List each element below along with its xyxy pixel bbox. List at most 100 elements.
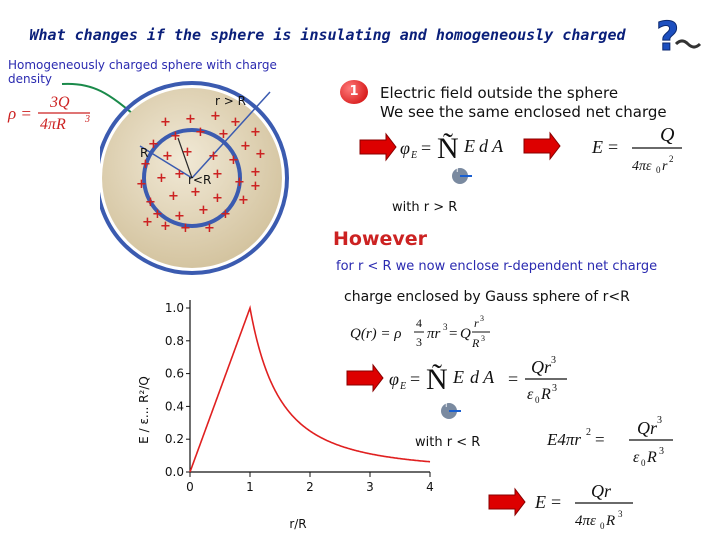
- chart-x-tick-label: 1: [246, 480, 254, 494]
- svg-text:R: R: [646, 449, 657, 466]
- plus-charge-icon: +: [170, 129, 181, 144]
- plus-charge-icon: +: [198, 203, 209, 218]
- svg-text:3: 3: [552, 383, 557, 394]
- label-r-less-R: r<R: [188, 173, 211, 187]
- svg-text:E4πr: E4πr: [546, 430, 581, 449]
- svg-text:φ: φ: [389, 369, 399, 389]
- svg-text:Q: Q: [460, 326, 471, 342]
- plus-charge-icon: +: [190, 185, 201, 200]
- svg-text:=: =: [421, 138, 431, 158]
- svg-text:R: R: [605, 513, 615, 529]
- svg-text:Q: Q: [660, 124, 675, 146]
- svg-text:Qr: Qr: [531, 357, 552, 377]
- sphere-description: Homogeneously charged sphere with charge…: [8, 58, 277, 86]
- label-r-greater-R: r > R: [215, 94, 246, 108]
- plus-charge-icon: +: [195, 125, 206, 140]
- chart-y-tick-label: 0.2: [165, 432, 184, 446]
- svg-text:r: r: [445, 400, 449, 410]
- charge-enclosed-heading: charge enclosed by Gauss sphere of r<R: [344, 289, 630, 305]
- chart-series-line: [189, 305, 431, 473]
- slide-title: What changes if the sphere is insulating…: [29, 26, 626, 44]
- plus-charge-icon: +: [238, 193, 249, 208]
- plus-charge-icon: +: [250, 165, 261, 180]
- chart-x-tick-label: 4: [426, 480, 434, 494]
- svg-text:E: E: [452, 367, 464, 387]
- svg-text:3: 3: [481, 334, 485, 343]
- svg-text:E: E: [463, 136, 475, 156]
- field-outside-line1: Electric field outside the sphere: [380, 84, 619, 102]
- plus-charge-icon: +: [182, 145, 193, 160]
- svg-text:3: 3: [84, 114, 90, 125]
- svg-text:=: =: [595, 430, 605, 449]
- gauss-law-inside: E4πr 2 = Qr 3 ε 0 R 3: [546, 415, 673, 468]
- svg-text:3: 3: [416, 335, 422, 349]
- svg-text:0: 0: [535, 395, 540, 405]
- chart-x-label: r/R: [289, 517, 306, 531]
- svg-text:4πε: 4πε: [575, 513, 596, 529]
- svg-text:=: =: [551, 492, 561, 512]
- plus-charge-icon: +: [220, 207, 231, 222]
- svg-text:r: r: [662, 159, 668, 174]
- svg-text:πr: πr: [427, 326, 441, 342]
- plus-charge-icon: +: [156, 171, 167, 186]
- svg-text:=: =: [608, 137, 618, 157]
- field-vs-radius-chart: 0 1 2 3 4 0.0 0.2 0.4 0.6 0.8 1.0 r/R E / ε... R²/…: [137, 300, 434, 531]
- svg-text:E: E: [399, 381, 406, 392]
- svg-text:Qr: Qr: [591, 481, 612, 501]
- svg-text:3: 3: [657, 415, 662, 426]
- svg-text:0: 0: [656, 165, 661, 175]
- condition-inside: with r < R: [415, 435, 481, 450]
- plus-charge-icon: +: [174, 167, 185, 182]
- plus-charge-icon: +: [168, 189, 179, 204]
- condition-outside: with r > R: [392, 200, 458, 215]
- density-denominator: 4πR: [40, 116, 66, 133]
- plus-charge-icon: +: [145, 195, 156, 210]
- svg-text:?: ?: [656, 14, 679, 58]
- svg-text:Ñ: Ñ: [426, 363, 448, 396]
- however-heading: However: [333, 228, 428, 250]
- svg-text:E: E: [534, 492, 546, 512]
- svg-text:Ñ: Ñ: [437, 132, 459, 165]
- chart-y-label: E / ε... R²/Q: [137, 376, 151, 444]
- svg-text:E: E: [591, 137, 603, 157]
- density-formula: ρ = 3Q 4πR 3: [7, 92, 103, 133]
- plus-charge-icon: +: [212, 167, 223, 182]
- plus-charge-icon: +: [140, 157, 151, 172]
- label-R: R: [140, 146, 148, 160]
- field-outside-heading: Electric field outside the sphere We see…: [380, 84, 667, 122]
- chart-y-tick-label: 0.6: [165, 367, 184, 381]
- plus-charge-icon: +: [250, 125, 261, 140]
- svg-text:ε: ε: [527, 386, 534, 403]
- chart-y-tick-label: 0.0: [165, 465, 184, 479]
- plus-charge-icon: +: [234, 175, 245, 190]
- svg-text:3: 3: [443, 322, 448, 332]
- inner-radius-line: [177, 137, 193, 179]
- field-outside-line2: We see the same enclosed net charge: [380, 103, 667, 121]
- svg-text:=: =: [449, 326, 457, 342]
- plus-charge-icon: +: [160, 115, 171, 130]
- plus-charge-icon: +: [218, 127, 229, 142]
- density-numerator: 3Q: [49, 94, 70, 111]
- svg-text:0: 0: [600, 521, 605, 531]
- chart-x-tick-label: 0: [186, 480, 194, 494]
- charged-sphere-diagram: + + + ++++ + +++++ + + +++ + + ++ ++ + + + ++ + + ++ + + + r >…: [100, 81, 289, 275]
- svg-text:Q(r) = ρ: Q(r) = ρ: [350, 326, 401, 342]
- svg-text:=: =: [508, 369, 518, 389]
- svg-text:3: 3: [480, 314, 484, 323]
- plus-charge-icon: +: [212, 191, 223, 206]
- svg-text:ε: ε: [633, 449, 640, 466]
- R-radius-line: [139, 145, 193, 179]
- chart-x-tick-label: 2: [306, 480, 314, 494]
- plus-charge-icon: +: [255, 147, 266, 162]
- plus-charge-icon: +: [180, 221, 191, 236]
- flux-equation-inside: φ E = Ñ E d A = Qr 3 ε 0 R 3 r: [346, 355, 567, 419]
- svg-text:3: 3: [618, 509, 623, 519]
- svg-text:0: 0: [641, 458, 646, 468]
- chart-x-tick-label: 3: [366, 480, 374, 494]
- density-lhs: ρ =: [7, 104, 32, 123]
- plus-charge-icon: +: [162, 149, 173, 164]
- svg-text:2: 2: [586, 427, 591, 438]
- red-arrow-icon: [346, 363, 384, 393]
- chart-y-tick-label: 0.8: [165, 334, 184, 348]
- svg-text:R: R: [471, 336, 480, 350]
